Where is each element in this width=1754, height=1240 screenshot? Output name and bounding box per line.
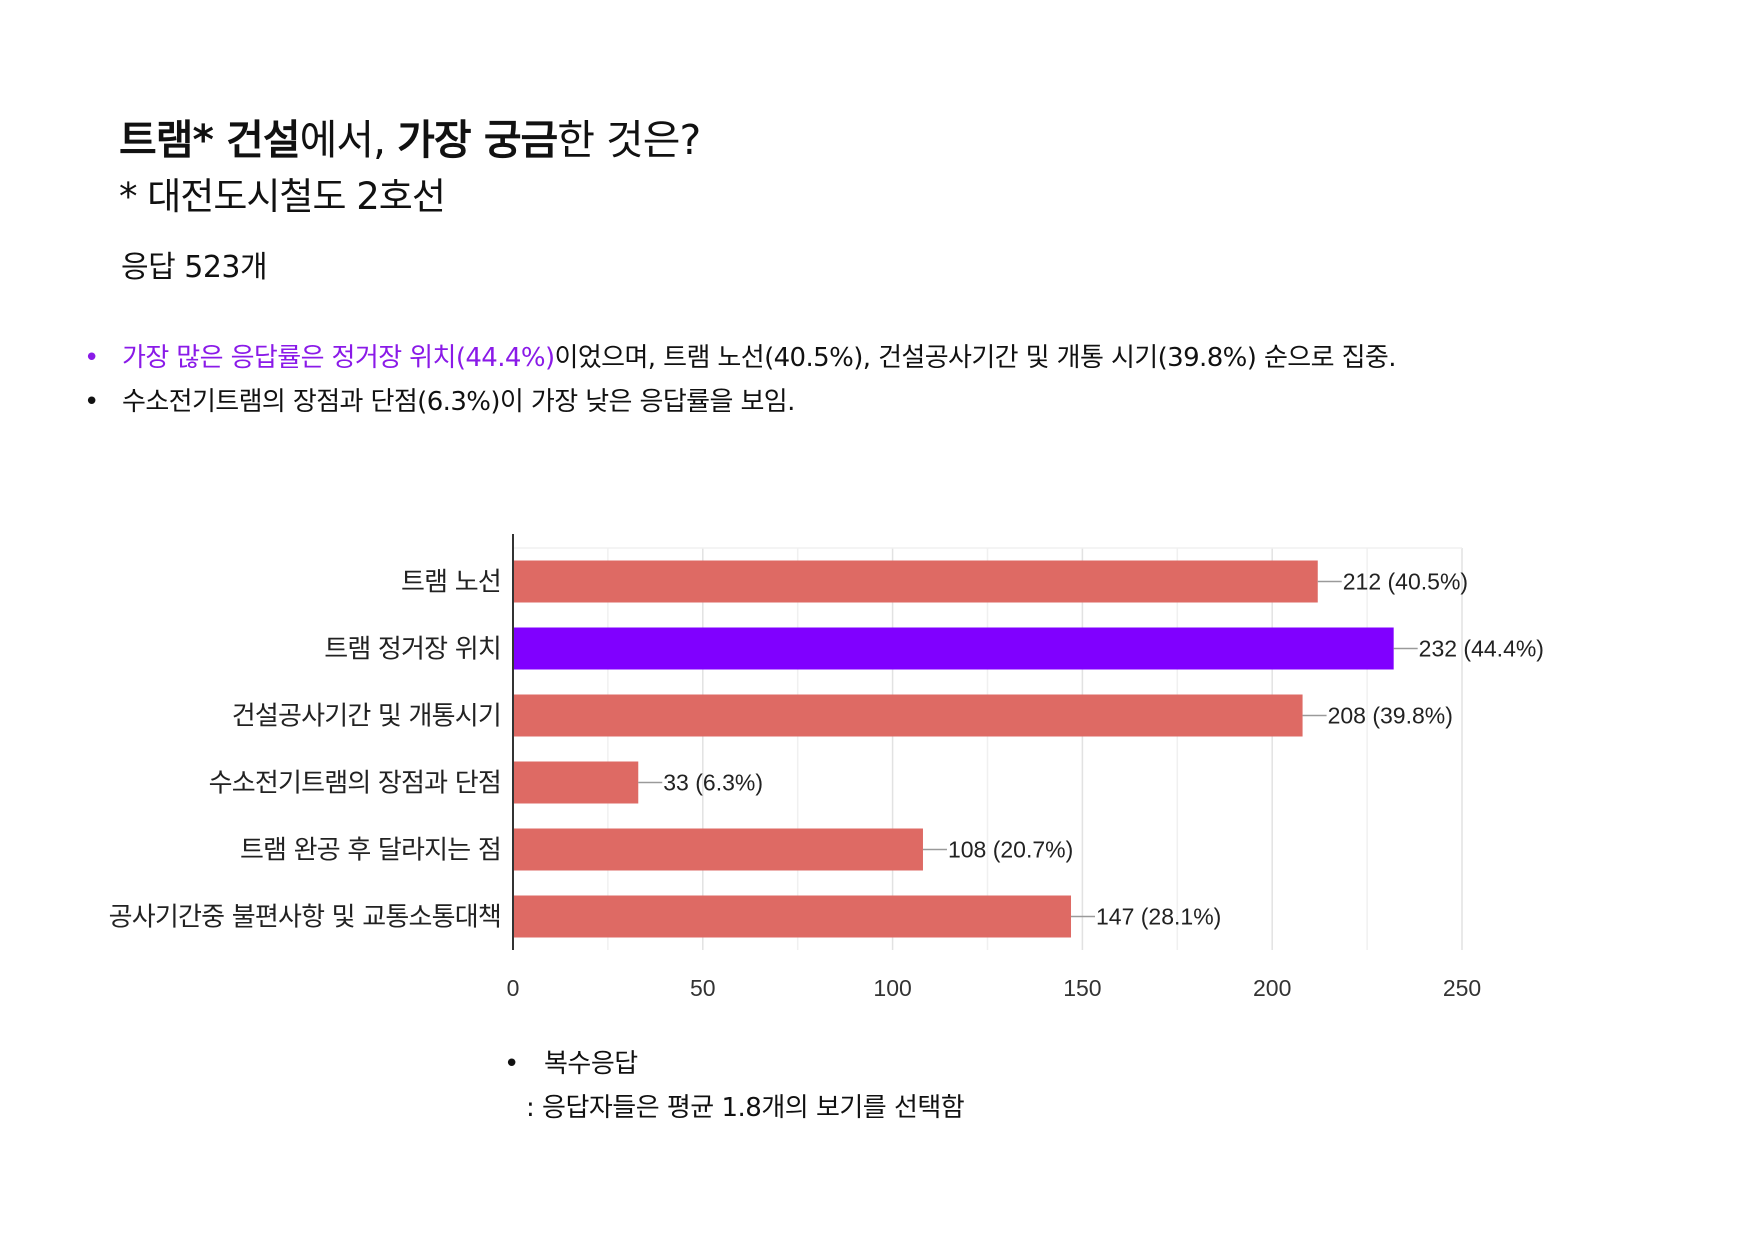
data-label-5: 108 (20.7%) xyxy=(948,837,1073,863)
x-tick-label-6: 250 xyxy=(1443,975,1481,1000)
note-line-1: 복수응답 xyxy=(544,1049,638,1079)
summary-highlight-1: 가장 많은 응답률은 정거장 위치(44.4%) xyxy=(122,343,555,373)
summary-text-1: 이었으며, 트램 노선(40.5%), 건설공사기간 및 개통 시기(39.8%… xyxy=(554,343,1397,373)
bar-4 xyxy=(513,761,639,804)
note-line-2: : 응답자들은 평균 1.8개의 보기를 선택함 xyxy=(526,1093,965,1123)
bar-5 xyxy=(513,828,923,871)
data-label-3: 208 (39.8%) xyxy=(1328,703,1453,729)
bar-1 xyxy=(513,560,1318,603)
bar-2 xyxy=(513,627,1394,670)
summary-text-2: 수소전기트램의 장점과 단점(6.3%)이 가장 낮은 응답률을 보임. xyxy=(122,387,795,417)
title-part-3: 가장 궁금 xyxy=(397,116,558,164)
page-subtitle: * 대전도시철도 2호선 xyxy=(119,175,446,218)
category-label-1: 트램 노선 xyxy=(401,568,501,598)
data-label-2: 232 (44.4%) xyxy=(1419,636,1544,662)
title-part-2: 에서, xyxy=(299,116,398,164)
data-label-1: 212 (40.5%) xyxy=(1343,569,1468,595)
x-tick-label-3: 100 xyxy=(873,975,911,1000)
category-label-4: 수소전기트램의 장점과 단점 xyxy=(209,769,501,799)
page-title: 트램* 건설에서, 가장 궁금한 것은? xyxy=(119,112,701,168)
title-part-1: 트램* 건설 xyxy=(119,116,301,164)
category-label-6: 공사기간중 불편사항 및 교통소통대책 xyxy=(109,903,501,933)
note-multi-response: • 복수응답 xyxy=(504,1042,964,1086)
category-label-2: 트램 정거장 위치 xyxy=(324,635,501,665)
category-label-5: 트램 완공 후 달라지는 점 xyxy=(240,836,501,866)
category-label-3: 건설공사기간 및 개통시기 xyxy=(232,702,501,732)
summary-bullet-2: • xyxy=(84,387,99,417)
x-tick-label-1: 0 xyxy=(507,975,520,1000)
x-tick-label-5: 200 xyxy=(1253,975,1291,1000)
response-count: 응답 523개 xyxy=(121,250,268,285)
note-bullet: • xyxy=(504,1049,519,1079)
bar-chart: 212 (40.5%) 트램 노선 232 (44.4%) 트램 정거장 위치 208 … xyxy=(109,534,1544,1000)
data-label-6: 147 (28.1%) xyxy=(1096,904,1221,930)
bar-6 xyxy=(513,895,1072,938)
bar-3 xyxy=(513,694,1303,737)
chart-notes: • 복수응답 : 응답자들은 평균 1.8개의 보기를 선택함 xyxy=(504,1042,965,1130)
summary-bullet-1: • xyxy=(84,343,99,373)
title-part-4: 한 것은? xyxy=(557,116,701,164)
x-tick-label-2: 50 xyxy=(690,975,716,1000)
data-label-4: 33 (6.3%) xyxy=(663,770,763,796)
x-tick-label-4: 150 xyxy=(1063,975,1101,1000)
